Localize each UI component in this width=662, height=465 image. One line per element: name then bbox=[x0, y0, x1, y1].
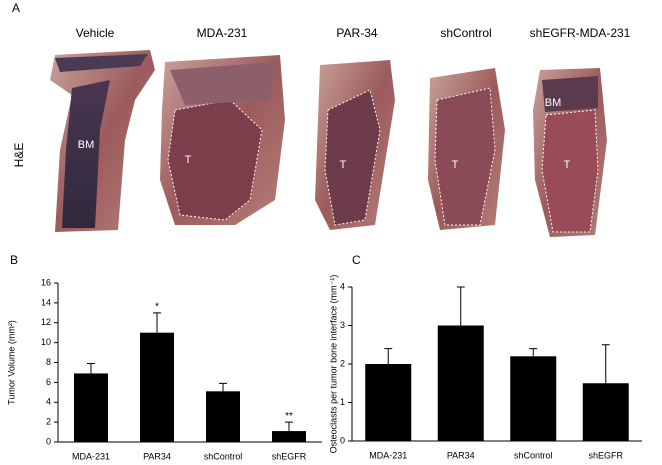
y-tick-label: 1 bbox=[340, 397, 345, 407]
y-tick-label: 2 bbox=[46, 417, 51, 427]
image-label: T bbox=[564, 159, 571, 171]
column-title: shEGFR-MDA-231 bbox=[530, 26, 631, 40]
error-bar bbox=[285, 421, 293, 432]
column-title: Vehicle bbox=[76, 26, 115, 40]
x-tick-label: shControl bbox=[204, 451, 243, 461]
image-label: T bbox=[452, 159, 459, 171]
row-label: H&E bbox=[12, 143, 26, 168]
error-bar bbox=[219, 382, 227, 392]
significance-label: * bbox=[155, 301, 159, 312]
error-bar bbox=[384, 348, 393, 364]
y-axis-label: Tumor Volume (mm²) bbox=[6, 320, 16, 405]
image-label: T bbox=[185, 154, 192, 166]
y-tick-label: 4 bbox=[340, 281, 345, 291]
x-tick-label: PAR34 bbox=[447, 450, 475, 460]
y-axis-label: Osteoclasts per tumor bone interface (mm… bbox=[328, 275, 338, 454]
x-tick-label: MDA-231 bbox=[72, 451, 110, 461]
x-tick-label: MDA-231 bbox=[369, 450, 407, 460]
x-tick-label: PAR34 bbox=[143, 451, 171, 461]
histology-image bbox=[315, 60, 395, 230]
column-title: PAR-34 bbox=[336, 26, 377, 40]
bar bbox=[437, 325, 484, 441]
error-bar bbox=[87, 362, 95, 374]
bar bbox=[74, 373, 108, 442]
y-tick-label: 14 bbox=[41, 297, 51, 307]
panel-label: A bbox=[12, 1, 20, 15]
bar bbox=[140, 332, 174, 442]
column-title: shControl bbox=[440, 26, 491, 40]
bar bbox=[582, 383, 629, 441]
bar bbox=[510, 356, 557, 441]
error-bar bbox=[456, 286, 465, 326]
column-title: MDA-231 bbox=[197, 26, 248, 40]
histology-image bbox=[533, 68, 607, 237]
y-tick-label: 0 bbox=[46, 436, 51, 446]
histology-image bbox=[160, 55, 285, 225]
y-tick-label: 12 bbox=[41, 317, 51, 327]
y-tick-label: 2 bbox=[340, 358, 345, 368]
y-tick-label: 0 bbox=[340, 435, 345, 445]
image-label: BM bbox=[78, 139, 95, 151]
y-tick-label: 10 bbox=[41, 337, 51, 347]
y-tick-label: 8 bbox=[46, 357, 51, 367]
x-tick-label: shEGFR bbox=[588, 450, 623, 460]
panel-label: B bbox=[10, 253, 18, 267]
bar bbox=[272, 431, 306, 442]
bar bbox=[365, 364, 412, 441]
y-tick-label: 16 bbox=[41, 277, 51, 287]
histology-image bbox=[428, 68, 505, 230]
image-label: BM bbox=[545, 97, 562, 109]
error-bar bbox=[601, 344, 610, 384]
histology-image bbox=[50, 50, 155, 232]
error-bar bbox=[529, 348, 538, 357]
image-label: T bbox=[340, 159, 347, 171]
x-tick-label: shControl bbox=[514, 450, 553, 460]
bar bbox=[206, 391, 240, 442]
significance-label: ** bbox=[285, 411, 293, 422]
y-tick-label: 3 bbox=[340, 320, 345, 330]
x-tick-label: shEGFR bbox=[272, 451, 307, 461]
panel-label: C bbox=[352, 253, 361, 267]
error-bar bbox=[153, 312, 161, 333]
y-tick-label: 6 bbox=[46, 377, 51, 387]
y-tick-label: 4 bbox=[46, 397, 51, 407]
